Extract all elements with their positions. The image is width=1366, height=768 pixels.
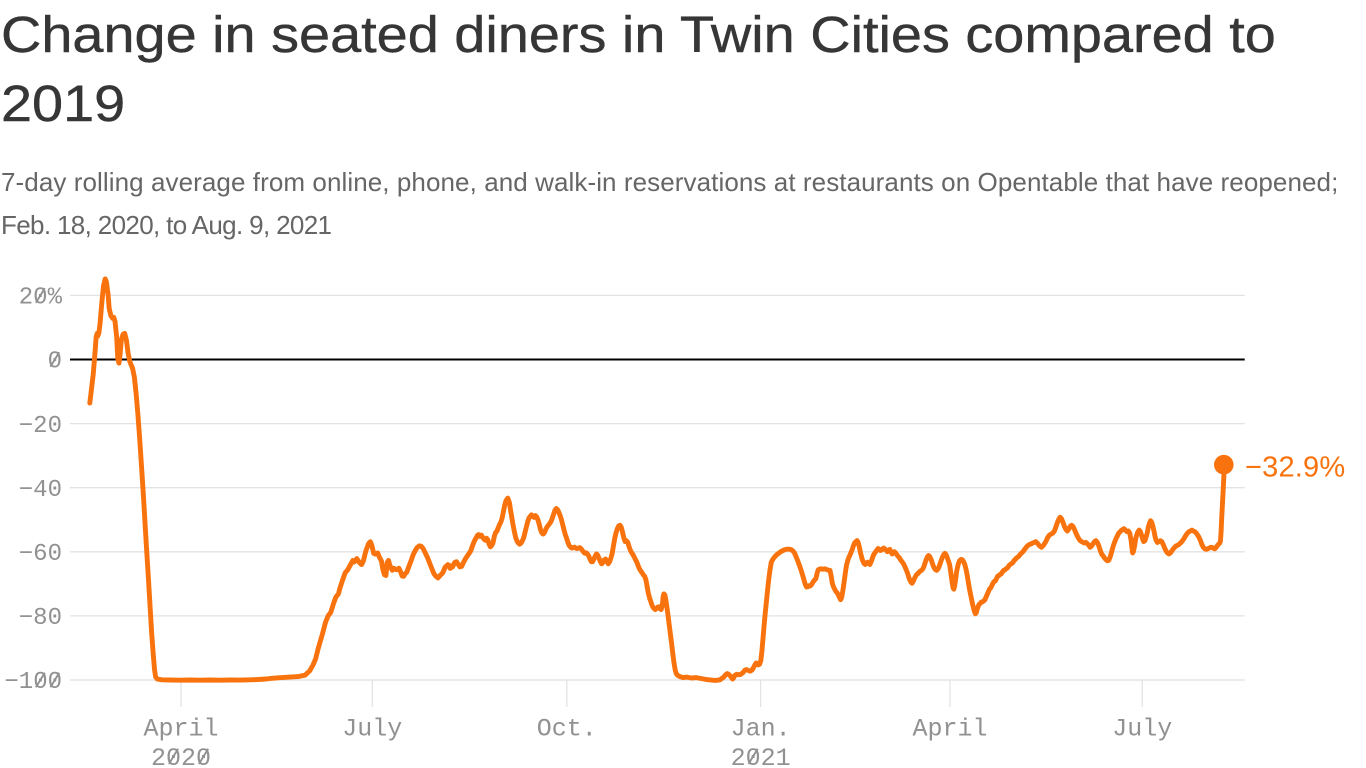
svg-text:−80: −80 <box>19 605 62 632</box>
svg-text:2021: 2021 <box>731 744 791 768</box>
svg-text:−40: −40 <box>19 477 62 504</box>
svg-text:0: 0 <box>48 349 62 376</box>
svg-text:−60: −60 <box>19 541 62 568</box>
svg-text:April: April <box>143 715 218 744</box>
svg-text:July: July <box>1112 715 1172 744</box>
svg-text:2020: 2020 <box>151 744 211 768</box>
svg-text:July: July <box>342 715 402 744</box>
svg-text:−20: −20 <box>19 413 62 440</box>
svg-text:20%: 20% <box>19 285 63 312</box>
svg-text:Oct.: Oct. <box>537 715 597 744</box>
svg-text:Jan.: Jan. <box>731 715 791 744</box>
svg-text:April: April <box>912 715 987 744</box>
svg-text:−32.9%: −32.9% <box>1245 451 1345 483</box>
